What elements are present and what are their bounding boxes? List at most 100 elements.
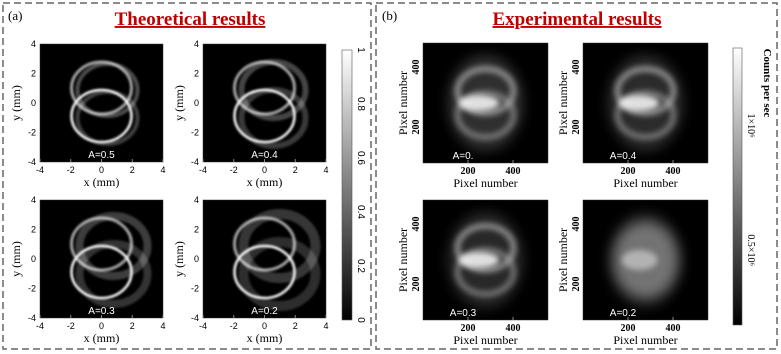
ring: [454, 66, 517, 116]
x-tick-label: 2: [130, 165, 135, 175]
x-tick-label: 0: [99, 165, 104, 175]
colorbar-tick-label: 0.2: [355, 259, 366, 273]
panel-label: (a): [8, 8, 22, 23]
plot-label: A=0.3: [88, 306, 115, 317]
y-tick-label: -2: [191, 128, 199, 138]
y-axis-label: y (mm): [172, 85, 186, 121]
colorbar-tick-label: 1: [355, 47, 366, 53]
colorbar-tick-label: 0.4: [355, 205, 366, 219]
core: [459, 252, 500, 268]
y-axis-label: y (mm): [172, 241, 186, 277]
y-tick-label: 4: [194, 39, 199, 49]
x-tick-label: 2: [130, 321, 135, 331]
plot-label: A=0.2: [610, 308, 637, 319]
y-axis-label: y (mm): [9, 85, 23, 121]
y-tick-label: 4: [31, 39, 36, 49]
x-tick-label: 400: [506, 323, 521, 334]
x-axis-label: x (mm): [84, 331, 120, 345]
plot-label: A=0.4: [610, 151, 637, 162]
y-tick-label: -2: [191, 284, 199, 294]
x-tick-label: 4: [160, 321, 165, 331]
x-tick-label: -2: [67, 165, 75, 175]
x-tick-label: -4: [199, 321, 207, 331]
y-tick-label: 2: [194, 225, 199, 235]
rings: [70, 212, 152, 308]
plot-label: A=0.3: [450, 308, 477, 319]
colorbar-tick-label: 0: [355, 317, 366, 323]
y-tick-label: -2: [28, 284, 36, 294]
y-tick-label: 200: [411, 120, 422, 135]
y-tick-label: 0: [194, 254, 199, 264]
ring: [75, 212, 152, 280]
panel-label: (b): [382, 8, 397, 23]
x-tick-label: 200: [621, 166, 636, 177]
x-tick-label: 400: [666, 166, 681, 177]
panel-title: Theoretical results: [115, 9, 266, 30]
colorbar-tick-label: 1×10⁶: [745, 113, 756, 138]
ring: [238, 87, 309, 149]
x-axis-label: x (mm): [247, 331, 283, 345]
colorbar-tick-label: 0.5×10⁶: [745, 234, 756, 266]
ring: [75, 62, 140, 118]
x-axis-label: x (mm): [247, 175, 283, 189]
x-axis-label: x (mm): [84, 175, 120, 189]
ring: [238, 59, 309, 121]
y-tick-label: 0: [194, 98, 199, 108]
y-tick-label: -2: [28, 128, 36, 138]
panel-frame: [2, 2, 372, 350]
x-tick-label: 4: [160, 165, 165, 175]
x-tick-label: 400: [666, 323, 681, 334]
core: [459, 95, 500, 111]
y-tick-label: 400: [571, 217, 582, 232]
x-tick-label: -2: [230, 321, 238, 331]
x-axis-label: Pixel number: [453, 333, 517, 347]
x-tick-label: -2: [230, 165, 238, 175]
ring: [75, 90, 140, 146]
ring: [614, 66, 677, 116]
y-axis-label: y (mm): [9, 241, 23, 277]
y-tick-label: 0: [31, 254, 36, 264]
x-tick-label: 0: [262, 321, 267, 331]
blob: [447, 212, 524, 308]
x-tick-label: -4: [199, 165, 207, 175]
y-axis-label: Pixel number: [556, 71, 570, 135]
x-tick-label: 0: [262, 165, 267, 175]
core: [619, 95, 660, 111]
ring: [238, 237, 321, 311]
x-tick-label: 2: [293, 165, 298, 175]
panel-frame: [375, 2, 778, 350]
y-tick-label: -4: [28, 157, 36, 167]
y-tick-label: 400: [411, 60, 422, 75]
y-tick-label: 200: [571, 277, 582, 292]
blob: [607, 212, 684, 308]
panel-title: Experimental results: [492, 9, 661, 30]
y-tick-label: 2: [31, 69, 36, 79]
plot-label: A=0.4: [251, 150, 278, 161]
colorbar-label: Counts per sec: [761, 49, 773, 118]
ring: [454, 247, 517, 297]
plot-label: A=0.2: [251, 306, 278, 317]
colorbar: [341, 49, 353, 321]
rings: [233, 59, 309, 149]
y-tick-label: -4: [191, 313, 199, 323]
ring: [454, 223, 517, 273]
x-tick-label: -4: [36, 321, 44, 331]
x-tick-label: -4: [36, 165, 44, 175]
y-tick-label: 200: [571, 120, 582, 135]
colorbar-tick-label: 0.8: [355, 97, 366, 111]
y-axis-label: Pixel number: [556, 228, 570, 292]
y-axis-label: Pixel number: [396, 71, 410, 135]
y-tick-label: 200: [411, 277, 422, 292]
x-tick-label: 200: [621, 323, 636, 334]
x-tick-label: 200: [461, 166, 476, 177]
colorbar-tick-label: 0.6: [355, 151, 366, 165]
blob: [447, 55, 524, 151]
core: [621, 250, 658, 270]
x-axis-label: Pixel number: [453, 176, 517, 190]
y-tick-label: 2: [31, 225, 36, 235]
plot-label: A=0.5: [88, 150, 115, 161]
ring: [75, 240, 152, 308]
x-tick-label: 400: [506, 166, 521, 177]
x-tick-label: 4: [323, 321, 328, 331]
